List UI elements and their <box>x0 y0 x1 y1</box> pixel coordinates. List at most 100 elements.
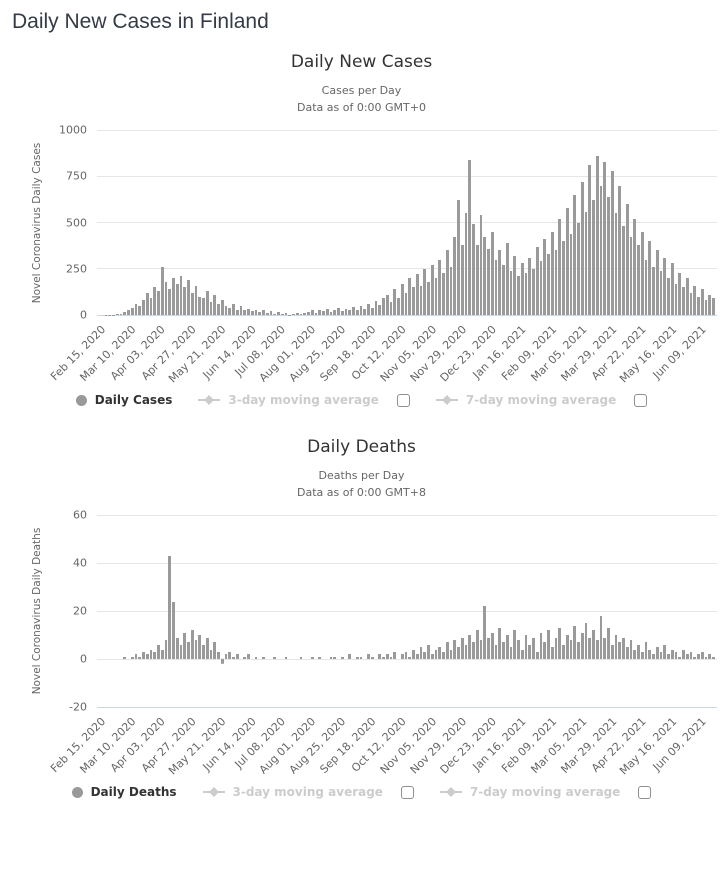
bar[interactable] <box>633 218 636 316</box>
bar[interactable] <box>625 204 629 316</box>
bar[interactable] <box>340 311 344 316</box>
bar[interactable] <box>397 297 400 316</box>
bar[interactable] <box>333 656 336 660</box>
bar[interactable] <box>329 311 333 316</box>
bar[interactable] <box>194 640 198 660</box>
bar[interactable] <box>378 654 381 660</box>
bar[interactable] <box>502 642 505 660</box>
bar[interactable] <box>697 654 700 660</box>
bar[interactable] <box>202 298 205 316</box>
bar[interactable] <box>209 302 213 316</box>
bar[interactable] <box>475 244 479 316</box>
bar[interactable] <box>667 278 670 316</box>
bar[interactable] <box>584 623 588 660</box>
bar[interactable] <box>479 640 483 660</box>
bar[interactable] <box>442 652 445 660</box>
bar[interactable] <box>513 255 516 316</box>
bar[interactable] <box>190 630 194 660</box>
bar[interactable] <box>127 310 130 316</box>
bar[interactable] <box>550 231 554 316</box>
bar[interactable] <box>325 308 329 316</box>
bar[interactable] <box>509 270 513 316</box>
bar[interactable] <box>318 656 321 660</box>
bars[interactable] <box>97 130 717 316</box>
bar[interactable] <box>577 222 580 316</box>
bar[interactable] <box>262 656 265 660</box>
bar[interactable] <box>539 261 543 316</box>
bar[interactable] <box>138 656 141 660</box>
bar[interactable] <box>584 211 588 316</box>
bar[interactable] <box>348 654 351 660</box>
bar[interactable] <box>258 312 261 316</box>
bar[interactable] <box>243 656 246 660</box>
bar[interactable] <box>565 635 569 660</box>
bar[interactable] <box>130 307 134 316</box>
bar[interactable] <box>562 241 565 316</box>
bar[interactable] <box>592 630 595 660</box>
bar[interactable] <box>415 654 419 660</box>
bar[interactable] <box>322 311 325 316</box>
bar[interactable] <box>265 313 269 316</box>
bar[interactable] <box>299 656 303 660</box>
bar[interactable] <box>468 159 471 316</box>
bar[interactable] <box>262 309 265 316</box>
bar[interactable] <box>453 237 456 316</box>
bar[interactable] <box>543 239 546 316</box>
bar[interactable] <box>423 652 426 660</box>
bar[interactable] <box>400 283 404 316</box>
legend-item-7day-ma[interactable]: 7-day moving average <box>435 393 648 407</box>
bar[interactable] <box>558 218 561 316</box>
bar[interactable] <box>254 656 258 660</box>
bar[interactable] <box>220 300 224 316</box>
bar[interactable] <box>378 304 381 316</box>
bar[interactable] <box>348 309 351 316</box>
bar[interactable] <box>708 294 711 316</box>
bar[interactable] <box>460 244 464 316</box>
bar[interactable] <box>142 652 145 660</box>
bar[interactable] <box>374 301 378 316</box>
bar[interactable] <box>149 649 153 660</box>
bar[interactable] <box>498 250 501 316</box>
bar[interactable] <box>273 656 276 660</box>
bar[interactable] <box>614 213 618 316</box>
bar[interactable] <box>370 307 374 316</box>
bar[interactable] <box>693 656 696 660</box>
bar[interactable] <box>205 291 209 316</box>
bar[interactable] <box>603 161 606 316</box>
bar[interactable] <box>427 281 430 316</box>
bar[interactable] <box>393 652 396 660</box>
bar[interactable] <box>370 656 374 660</box>
bar[interactable] <box>400 654 404 660</box>
bar[interactable] <box>164 640 168 660</box>
bar[interactable] <box>528 257 531 316</box>
bar[interactable] <box>427 644 430 660</box>
bar[interactable] <box>430 654 434 660</box>
legend-item-3day-ma[interactable]: 3-day moving average <box>202 785 414 799</box>
bar[interactable] <box>434 278 438 316</box>
bar[interactable] <box>685 278 689 316</box>
bar[interactable] <box>535 652 539 660</box>
bar[interactable] <box>595 640 599 660</box>
bar[interactable] <box>153 287 156 316</box>
bar[interactable] <box>175 283 179 316</box>
bar[interactable] <box>652 654 655 660</box>
bar[interactable] <box>329 656 333 660</box>
bar[interactable] <box>160 267 164 316</box>
bar[interactable] <box>352 306 355 316</box>
bar[interactable] <box>363 308 366 316</box>
bar[interactable] <box>580 632 584 660</box>
bar[interactable] <box>202 644 205 660</box>
bar[interactable] <box>453 640 456 660</box>
bar[interactable] <box>134 654 138 660</box>
bar[interactable] <box>509 647 513 660</box>
bar[interactable] <box>502 265 505 316</box>
bar[interactable] <box>232 304 235 316</box>
bar[interactable] <box>172 601 175 660</box>
bar[interactable] <box>693 285 696 316</box>
bar[interactable] <box>498 628 501 660</box>
bar[interactable] <box>209 649 213 660</box>
bar[interactable] <box>314 313 318 316</box>
bar[interactable] <box>562 644 565 660</box>
bar[interactable] <box>442 272 445 316</box>
bar[interactable] <box>157 644 160 660</box>
